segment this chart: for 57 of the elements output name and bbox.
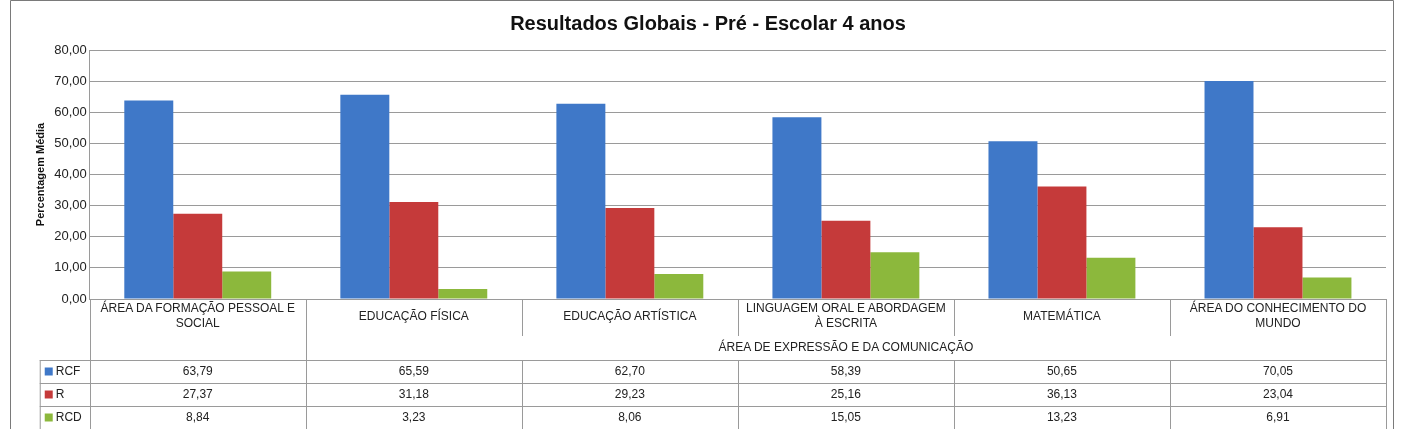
bar <box>556 103 606 299</box>
x-tick-label: LINGUAGEM ORAL E ABORDAGEM À ESCRITA <box>746 301 946 331</box>
bar <box>654 273 704 299</box>
data-label: 27,37 <box>182 386 214 401</box>
legend-label: RCD <box>55 409 83 424</box>
data-label: 58,39 <box>830 363 862 378</box>
y-tick-label: 30,00 <box>54 197 87 213</box>
data-label: 29,23 <box>614 386 646 401</box>
bar <box>222 271 272 299</box>
bar <box>772 117 822 299</box>
bar <box>1204 80 1254 299</box>
bar <box>605 208 655 299</box>
bar <box>1037 186 1087 299</box>
data-label: 13,23 <box>1046 409 1078 424</box>
y-tick-label: 60,00 <box>54 103 87 119</box>
y-tick-label: 40,00 <box>54 166 87 182</box>
x-tick-label: ÁREA DA FORMAÇÃO PESSOAL E SOCIAL <box>100 300 295 331</box>
y-tick-label: 80,00 <box>54 41 87 57</box>
y-tick-label: 10,00 <box>54 259 87 275</box>
data-label: 36,13 <box>1046 386 1078 401</box>
data-label: 8,84 <box>186 409 210 424</box>
bar <box>340 94 390 299</box>
chart-title: Resultados Globais - Pré - Escolar 4 anos <box>510 11 906 34</box>
bar <box>1253 227 1303 299</box>
data-label: 50,65 <box>1046 363 1078 378</box>
y-tick-label: 50,00 <box>54 134 87 150</box>
bar <box>870 252 920 299</box>
data-label: 8,06 <box>618 409 642 424</box>
data-label: 15,05 <box>830 409 862 424</box>
bar <box>438 288 488 299</box>
bar <box>988 141 1038 299</box>
x-tick-label: EDUCAÇÃO FÍSICA <box>358 308 469 324</box>
bar <box>389 201 439 299</box>
data-label: 65,59 <box>398 363 430 378</box>
legend-label: RCF <box>55 363 81 378</box>
bar <box>821 220 871 299</box>
data-label: 25,16 <box>830 386 862 401</box>
y-tick-label: 70,00 <box>54 72 87 88</box>
data-label: 6,91 <box>1266 409 1290 424</box>
bar <box>173 213 223 299</box>
y-tick-label: 20,00 <box>54 228 87 244</box>
bar <box>124 100 174 299</box>
data-label: 23,04 <box>1262 386 1294 401</box>
y-axis-title: Percentagem Média <box>33 121 46 227</box>
bar <box>1086 257 1136 299</box>
data-label: 62,70 <box>614 363 646 378</box>
data-label: 31,18 <box>398 386 430 401</box>
x-tick-label: ÁREA DO CONHECIMENTO DO MUNDO <box>1189 300 1367 331</box>
data-label: 3,23 <box>402 409 426 424</box>
text: ÁREA DE EXPRESSÃO E DA COMUNICAÇÃO <box>718 339 974 355</box>
y-tick-label: 0,00 <box>61 290 87 306</box>
data-label: 70,05 <box>1262 363 1294 378</box>
legend-label: R <box>55 386 65 401</box>
x-tick-label: MATEMÁTICA <box>1023 308 1101 324</box>
x-tick-label: EDUCAÇÃO ARTÍSTICA <box>563 308 697 324</box>
data-label: 63,79 <box>182 363 214 378</box>
bar <box>1302 277 1352 299</box>
